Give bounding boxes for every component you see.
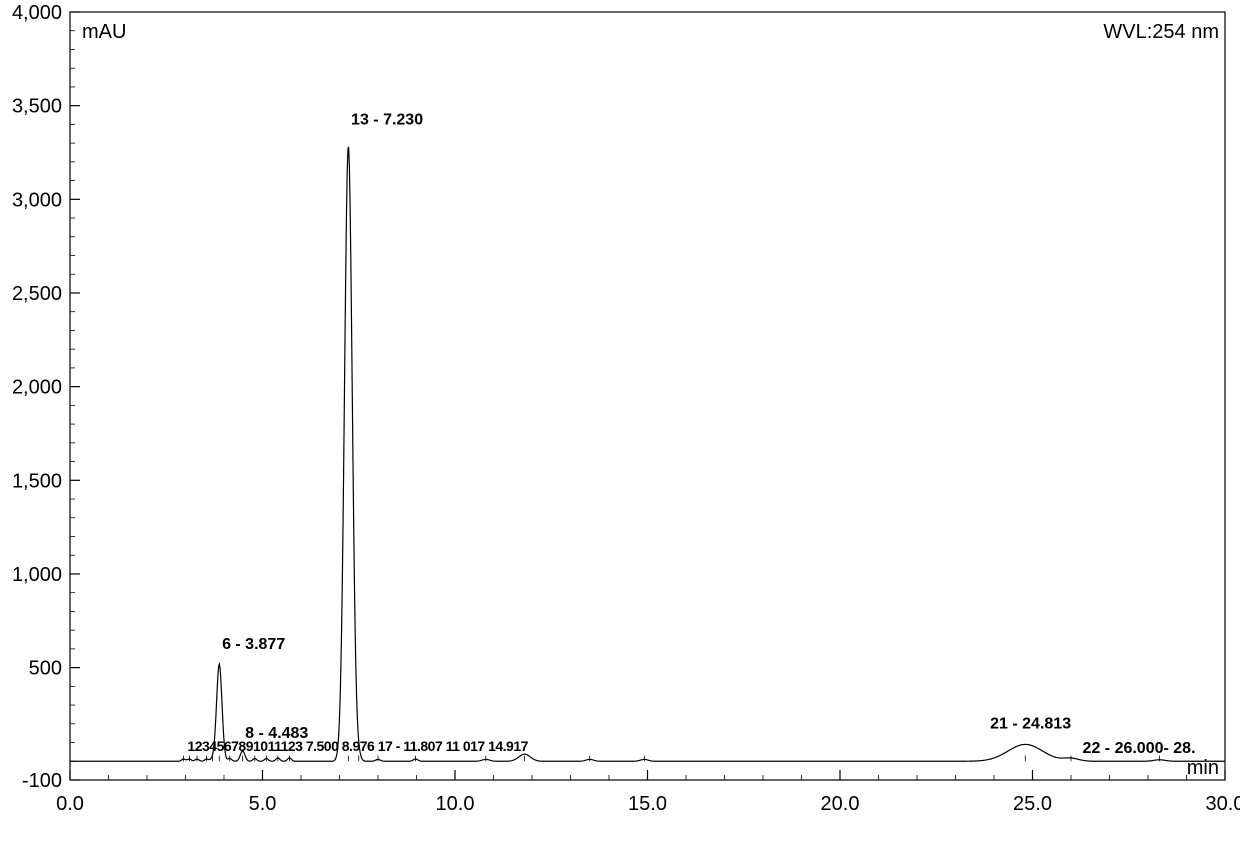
svg-text:0.0: 0.0	[56, 793, 84, 815]
peak-label: 6 - 3.877	[222, 636, 285, 653]
wavelength-label: WVL:254 nm	[1103, 21, 1219, 43]
peak-label: 21 - 24.813	[990, 715, 1071, 732]
peak-label: 13 - 7.230	[351, 111, 423, 128]
svg-text:10.0: 10.0	[436, 793, 475, 815]
svg-text:1,000: 1,000	[12, 564, 62, 586]
y-unit-label: mAU	[82, 21, 126, 43]
svg-text:25.0: 25.0	[1013, 793, 1052, 815]
chromatogram-chart: -100 500 1,000 1,500 2,000 2,500 3,000 3,500 4,0…	[0, 0, 1240, 850]
svg-text:4,000: 4,000	[12, 2, 62, 24]
svg-text:15.0: 15.0	[628, 793, 667, 815]
peak-label: 22 - 26.000- 28.	[1083, 740, 1196, 757]
svg-text:500: 500	[29, 658, 62, 680]
x-unit-label: min	[1187, 757, 1219, 779]
svg-text:5.0: 5.0	[249, 793, 277, 815]
peak-label-cluster: 1234567891011123 7.500 8.976 17 - 11.807…	[187, 738, 528, 754]
svg-text:2,500: 2,500	[12, 283, 62, 305]
svg-text:30.0: 30.0	[1206, 793, 1240, 815]
svg-text:-100: -100	[22, 770, 62, 792]
svg-text:3,000: 3,000	[12, 189, 62, 211]
svg-text:20.0: 20.0	[821, 793, 860, 815]
svg-text:3,500: 3,500	[12, 96, 62, 118]
svg-text:2,000: 2,000	[12, 377, 62, 399]
chart-svg: -100 500 1,000 1,500 2,000 2,500 3,000 3,500 4,0…	[0, 0, 1240, 850]
svg-text:1,500: 1,500	[12, 470, 62, 492]
